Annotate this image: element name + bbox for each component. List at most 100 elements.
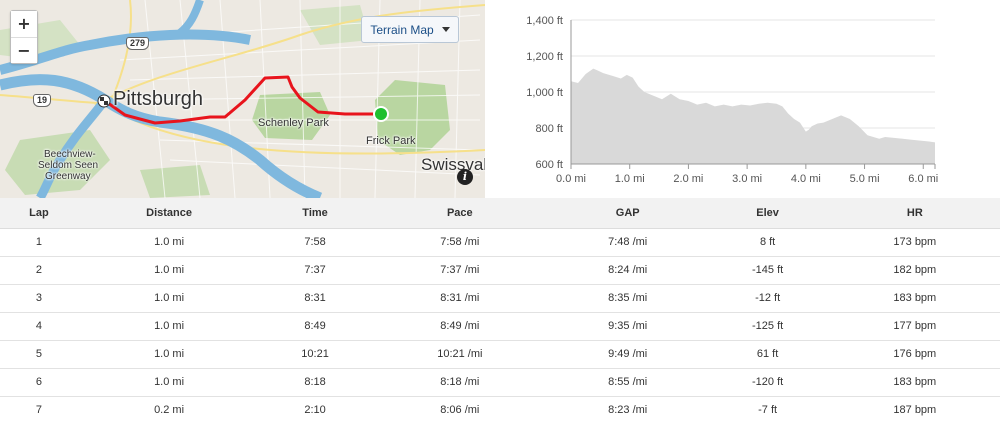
terrain-map-dropdown[interactable]: Terrain Map [361,16,459,43]
laps-table-header: Lap Distance Time Pace GAP Elev HR [0,198,1000,229]
cell-lap: 1 [35,236,42,248]
zoom-in-button[interactable]: + [11,11,37,37]
column-header-pace: Pace [369,198,550,229]
cell-elev: 61 ft [705,339,830,368]
x-tick-label: 2.0 mi [673,173,703,185]
cell-hr: 173 bpm [893,236,937,248]
map-label-swissvale: Swissval [421,155,485,174]
cell-gap: 9:49 /mi [549,339,706,368]
cell-lap: 4 [0,311,78,340]
map-label-beechview-3: Greenway [45,171,91,182]
laps-table-body: 1 1.0 mi 7:58 7:58 /mi 7:48 /mi 8 ft 173 bpm 2 1… [0,228,1000,424]
cell-elev: 8 ft [759,236,776,248]
cell-hr: 176 bpm [829,339,1000,368]
terrain-map-label: Terrain Map [370,22,434,37]
cell-gap: 8:24 /mi [549,255,706,284]
table-row: 5 1.0 mi 10:21 10:21 /mi 9:49 /mi 61 ft 176 bp… [0,339,1000,368]
cell-time: 7:37 [260,255,370,284]
x-tick-label: 5.0 mi [850,173,880,185]
cell-distance: 1.0 mi [77,311,261,340]
column-header-lap: Lap [0,198,78,229]
cell-pace: 8:49 /mi [369,311,550,340]
cell-distance: 1.0 mi [77,255,261,284]
cell-time: 8:31 [260,283,370,312]
cell-gap: 8:35 /mi [549,283,706,312]
cell-lap: 3 [0,283,78,312]
column-header-distance: Distance [77,198,261,229]
cell-lap: 5 [0,339,78,368]
cell-distance: 1.0 mi [154,236,185,248]
y-tick-label: 600 ft [535,159,563,171]
cell-hr: 187 bpm [829,395,1000,424]
column-header-elev: Elev [705,198,830,229]
x-tick-label: 6.0 mi [908,173,938,185]
y-tick-label: 800 ft [535,123,563,135]
cell-elev: -7 ft [705,395,830,424]
zoom-controls: + − [10,10,38,64]
map-label-schenley-park: Schenley Park [258,117,329,129]
table-row: 4 1.0 mi 8:49 8:49 /mi 9:35 /mi -125 ft 177 bp… [0,311,1000,340]
cell-time: 2:10 [260,395,370,424]
cell-lap: 6 [0,367,78,396]
table-row: 1 1.0 mi 7:58 7:58 /mi 7:48 /mi 8 ft 173 bpm [0,228,1000,256]
cell-lap: 7 [0,395,78,424]
elevation-chart: 600 ft 800 ft 1,000 ft 1,200 ft 1,400 ft 0.0 … [485,0,1000,198]
cell-hr: 183 bpm [829,367,1000,396]
x-tick-label: 3.0 mi [732,173,762,185]
info-icon[interactable]: i [457,169,473,185]
table-row: 3 1.0 mi 8:31 8:31 /mi 8:35 /mi -12 ft 183 bpm [0,283,1000,312]
cell-gap: 8:55 /mi [549,367,706,396]
cell-pace: 8:06 /mi [369,395,550,424]
cell-pace: 8:31 /mi [369,283,550,312]
map-label-pittsburgh: Pittsburgh [113,88,204,110]
x-tick-label: 0.0 mi [556,173,586,185]
finish-flag-icon [97,94,111,108]
cell-time: 7:58 [304,236,326,248]
cell-time: 8:18 [260,367,370,396]
route-shield-19: 19 [33,94,52,107]
route-shield-279: 279 [126,37,150,50]
caret-down-icon [441,27,450,32]
y-tick-label: 1,200 ft [526,51,563,63]
x-tick-label: 4.0 mi [791,173,821,185]
cell-gap: 9:35 /mi [549,311,706,340]
cell-pace: 7:37 /mi [369,255,550,284]
cell-lap: 2 [0,255,78,284]
column-header-time: Time [260,198,370,229]
cell-gap: 8:23 /mi [549,395,706,424]
cell-distance: 1.0 mi [77,367,261,396]
cell-distance: 0.2 mi [77,395,261,424]
cell-hr: 182 bpm [829,255,1000,284]
cell-elev: -120 ft [705,367,830,396]
map-tiles [0,0,485,198]
cell-pace: 8:18 /mi [369,367,550,396]
map-label-beechview-1: Beechview- [44,149,96,160]
table-row: 2 1.0 mi 7:37 7:37 /mi 8:24 /mi -145 ft 182 bp… [0,255,1000,284]
cell-elev: -12 ft [705,283,830,312]
cell-distance: 1.0 mi [77,339,261,368]
cell-elev: -125 ft [705,311,830,340]
column-header-hr: HR [829,198,1000,229]
laps-table: Lap Distance Time Pace GAP Elev HR 1 1.0 mi 7:58… [0,198,1000,424]
cell-time: 10:21 [260,339,370,368]
elevation-area [571,68,935,164]
cell-hr: 177 bpm [829,311,1000,340]
map-label-beechview-2: Seldom Seen [38,160,99,171]
y-tick-label: 1,000 ft [526,87,563,99]
cell-pace: 10:21 /mi [369,339,550,368]
cell-gap: 7:48 /mi [608,236,648,248]
cell-distance: 1.0 mi [77,283,261,312]
table-row: 7 0.2 mi 2:10 8:06 /mi 8:23 /mi -7 ft 187 bpm [0,395,1000,424]
elevation-chart-svg: 600 ft 800 ft 1,000 ft 1,200 ft 1,400 ft 0.0 … [526,15,938,185]
cell-elev: -145 ft [705,255,830,284]
table-row: 6 1.0 mi 8:18 8:18 /mi 8:55 /mi -120 ft 183 bp… [0,367,1000,396]
cell-hr: 183 bpm [829,283,1000,312]
map-label-frick-park: Frick Park [366,135,416,147]
x-tick-label: 1.0 mi [615,173,645,185]
cell-pace: 7:58 /mi [440,236,480,248]
y-tick-label: 1,400 ft [526,15,563,27]
cell-time: 8:49 [260,311,370,340]
zoom-out-button[interactable]: − [11,37,37,63]
route-map[interactable]: + − Terrain Map 279 19 Pittsburgh Schenl… [0,0,485,198]
column-header-gap: GAP [549,198,706,229]
